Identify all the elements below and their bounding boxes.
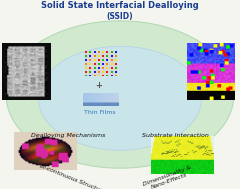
Text: Dealloying Mechanisms: Dealloying Mechanisms bbox=[31, 133, 106, 138]
Text: Solid State Interfacial Dealloying: Solid State Interfacial Dealloying bbox=[41, 1, 199, 10]
Text: Dimensionality &
Nano-Effects: Dimensionality & Nano-Effects bbox=[142, 164, 194, 189]
Text: (SSID): (SSID) bbox=[107, 12, 133, 21]
Text: Substrate Interaction: Substrate Interaction bbox=[142, 133, 209, 138]
Text: +: + bbox=[96, 81, 103, 91]
Text: Thin Films: Thin Films bbox=[84, 110, 115, 115]
Ellipse shape bbox=[6, 21, 234, 168]
Ellipse shape bbox=[38, 46, 202, 150]
Text: Bi-continuous Structure: Bi-continuous Structure bbox=[38, 163, 106, 189]
